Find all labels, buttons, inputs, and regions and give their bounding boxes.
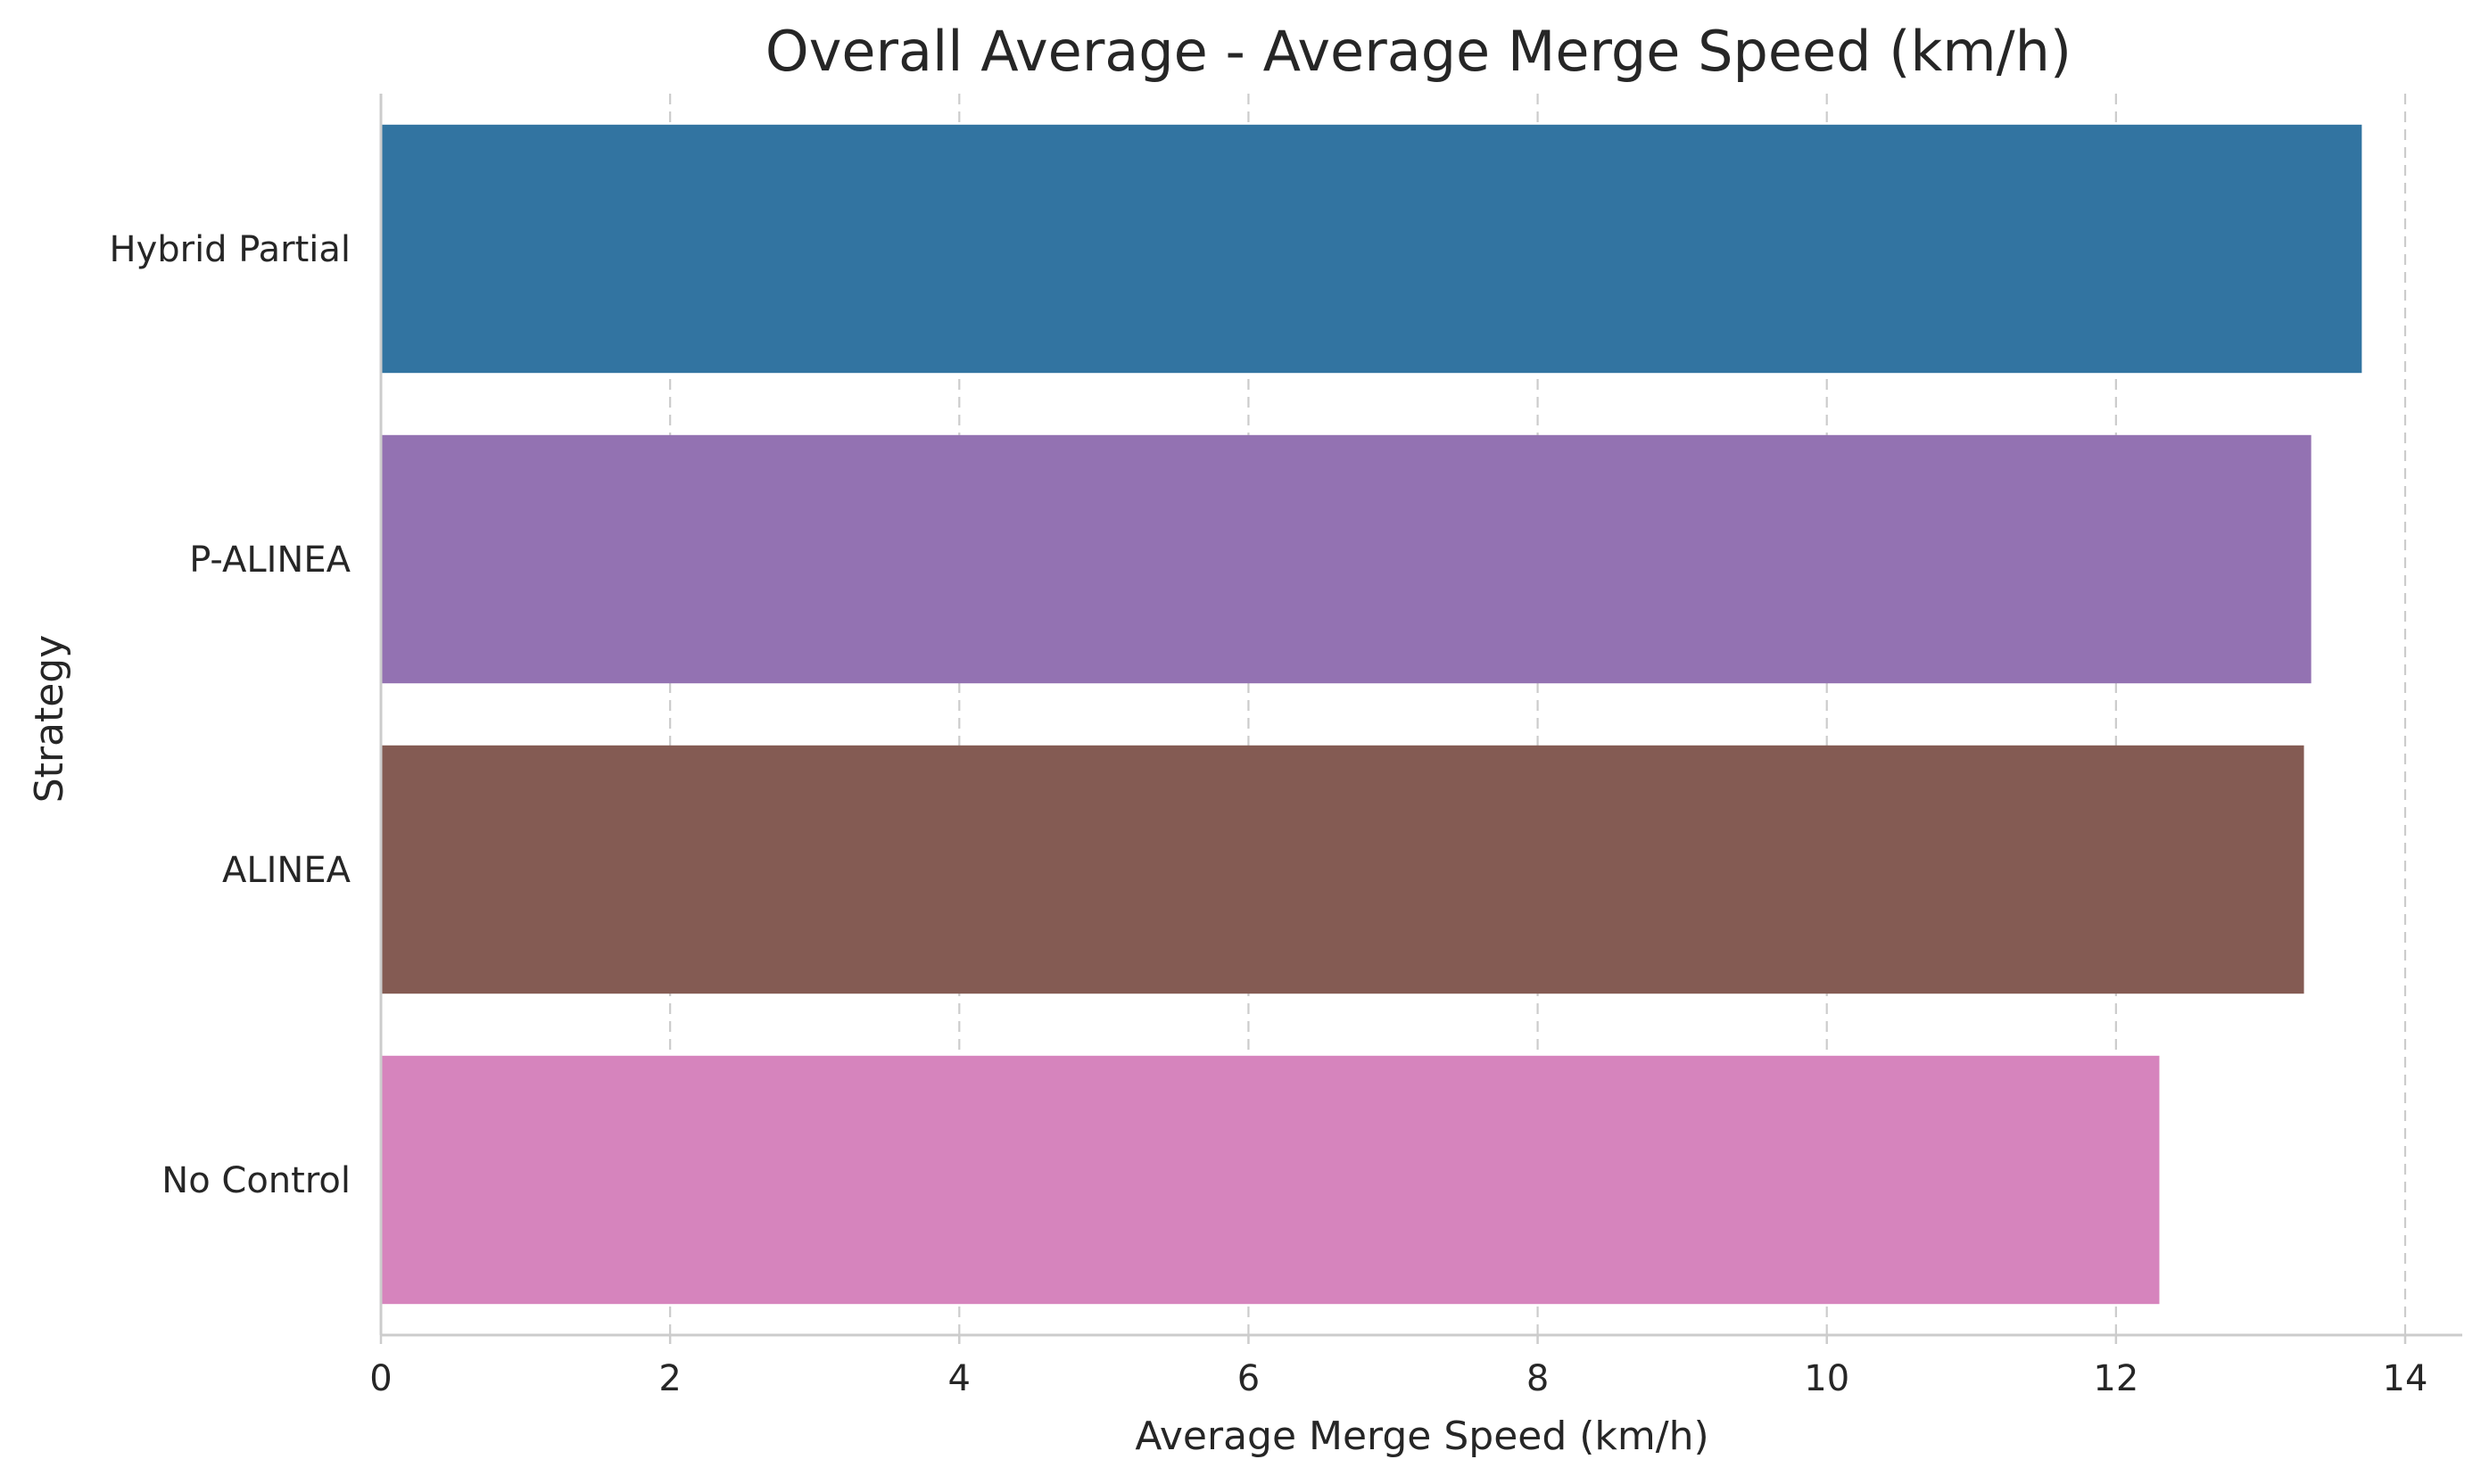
bar-alinea [381,745,2304,994]
chart-title: Overall Average - Average Merge Speed (k… [765,19,2072,84]
x-tick-label: 10 [1804,1358,1849,1399]
bar-no-control [381,1055,2160,1305]
y-category-label: ALINEA [222,850,351,891]
bar-p-alinea [381,434,2311,684]
y-category-label: Hybrid Partial [109,229,351,270]
x-tick-label: 4 [948,1358,971,1399]
x-axis-ticks: 0 2 4 6 8 10 12 14 [369,1335,2427,1399]
y-axis-title: Strategy [27,635,72,804]
x-tick-label: 14 [2383,1358,2428,1399]
y-axis-categories: Hybrid Partial P-ALINEA ALINEA No Control [109,229,351,1201]
bar-hybrid-partial [381,124,2362,374]
x-tick-label: 0 [369,1358,392,1399]
y-category-label: P-ALINEA [189,540,351,581]
x-tick-label: 2 [658,1358,681,1399]
x-tick-label: 12 [2093,1358,2138,1399]
y-category-label: No Control [161,1160,351,1201]
x-tick-label: 8 [1526,1358,1549,1399]
bars [381,124,2362,1305]
x-axis-title: Average Merge Speed (km/h) [1135,1414,1708,1459]
x-tick-label: 6 [1237,1358,1260,1399]
